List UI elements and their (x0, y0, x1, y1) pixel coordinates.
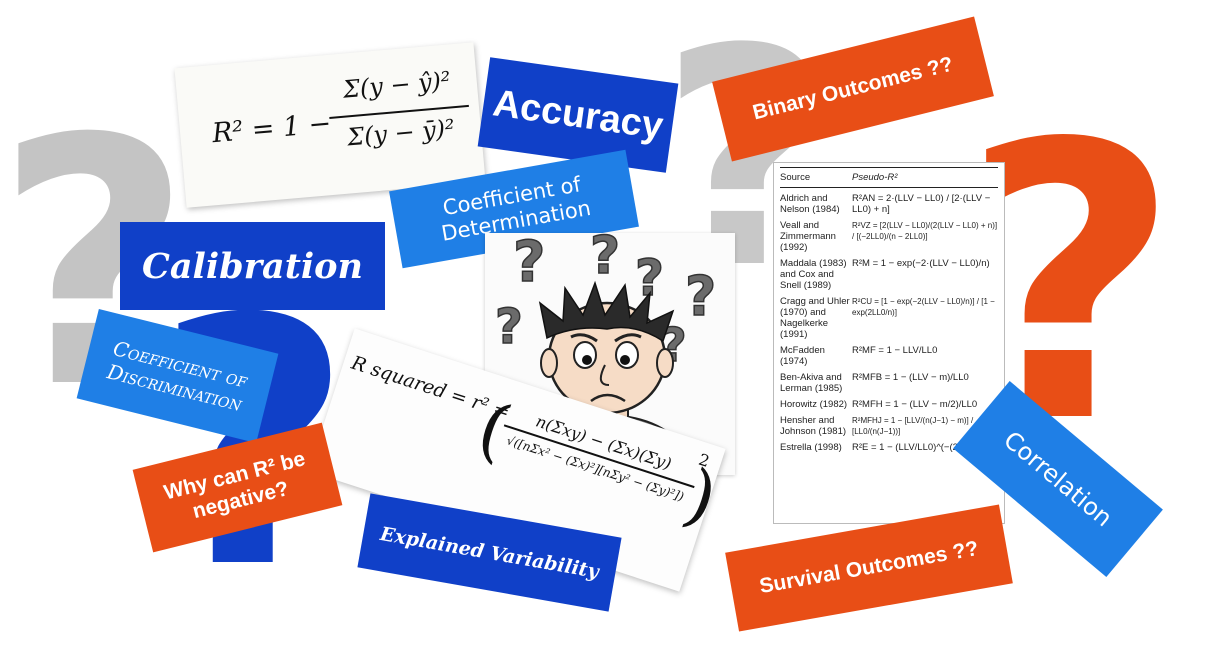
row-source: Maddala (1983) and Cox and Snell (1989) (780, 258, 847, 291)
row-source: Estrella (1998) (780, 442, 842, 453)
table-row: Ben-Akiva and Lerman (1985) R²MFB = 1 − … (780, 372, 998, 394)
binary-outcomes-text: Binary Outcomes ?? (750, 52, 956, 125)
accuracy-text: Accuracy (490, 81, 666, 148)
r2-formula-lhs: R² = 1 − (210, 107, 333, 150)
row-source: Cragg and Uhler (1970) and Nagelkerke (1… (780, 296, 850, 340)
r2-formula-denominator: Σ(y − ȳ)² (346, 114, 456, 152)
table-row: Cragg and Uhler (1970) and Nagelkerke (1… (780, 296, 998, 340)
row-source: McFadden (1974) (780, 345, 825, 367)
row-source: Hensher and Johnson (1981) (780, 415, 847, 437)
column-source: Source (780, 172, 811, 183)
table-row: Aldrich and Nelson (1984) R²AN = 2·(LLV … (780, 193, 998, 215)
table-row: Estrella (1998) R²E = 1 − (LLV/LL0)^(−(2… (780, 442, 998, 453)
explained-variability-text: Explained Variability (378, 522, 601, 583)
calibration-text: Calibration (142, 245, 363, 287)
table-row: Hensher and Johnson (1981) R²MFHJ = 1 − … (780, 415, 998, 437)
row-formula: R²AN = 2·(LLV − LL0) / [2·(LLV − LL0) + … (852, 193, 991, 215)
table-row: Maddala (1983) and Cox and Snell (1989) … (780, 258, 998, 291)
row-source: Veall and Zimmermann (1992) (780, 220, 836, 253)
row-formula: R²MFB = 1 − (LLV − m)/LL0 (852, 372, 969, 383)
row-formula: R²CU = [1 − exp(−2(LLV − LL0)/n)] / [1 −… (852, 297, 995, 317)
pseudo-r2-table: Source Pseudo-R² Aldrich and Nelson (198… (773, 162, 1005, 524)
row-formula: R²MF = 1 − LLV/LL0 (852, 345, 938, 356)
column-pseudo-r2: Pseudo-R² (852, 172, 898, 183)
small-question-mark-icon: ? (590, 233, 620, 286)
r2-formula-numerator: Σ(y − ŷ)² (341, 66, 452, 104)
row-formula: R²MFHJ = 1 − [LLV/(n(J−1) − m)] / [LL0/(… (852, 416, 974, 436)
table-row: Horowitz (1982) R²MFH = 1 − (LLV − m/2)/… (780, 399, 998, 410)
table-header: Source Pseudo-R² (780, 167, 998, 188)
row-source: Aldrich and Nelson (1984) (780, 193, 840, 215)
row-formula: R²MFH = 1 − (LLV − m/2)/LL0 (852, 399, 978, 410)
small-question-mark-icon: ? (513, 233, 545, 295)
table-row: McFadden (1974) R²MF = 1 − LLV/LL0 (780, 345, 998, 367)
row-source: Horowitz (1982) (780, 399, 848, 410)
table-row: Veall and Zimmermann (1992) R²VZ = [2(LL… (780, 220, 998, 253)
accuracy-label: Accuracy (477, 57, 679, 173)
survival-outcomes-text: Survival Outcomes ?? (757, 536, 981, 599)
row-formula: R²M = 1 − exp(−2·(LLV − LL0)/n) (852, 258, 990, 269)
row-formula: R²VZ = [2(LLV − LL0)/(2(LLV − LL0) + n)]… (852, 221, 998, 241)
row-source: Ben-Akiva and Lerman (1985) (780, 372, 843, 394)
coefficient-of-discrimination-text: Coefficient of Discrimination (104, 336, 251, 416)
small-question-mark-icon: ? (685, 265, 716, 328)
row-formula: R²E = 1 − (LLV/LL0)^(−(2/n)LL0) (852, 442, 989, 453)
calibration-label: Calibration (120, 222, 385, 310)
small-question-mark-icon: ? (495, 299, 523, 355)
